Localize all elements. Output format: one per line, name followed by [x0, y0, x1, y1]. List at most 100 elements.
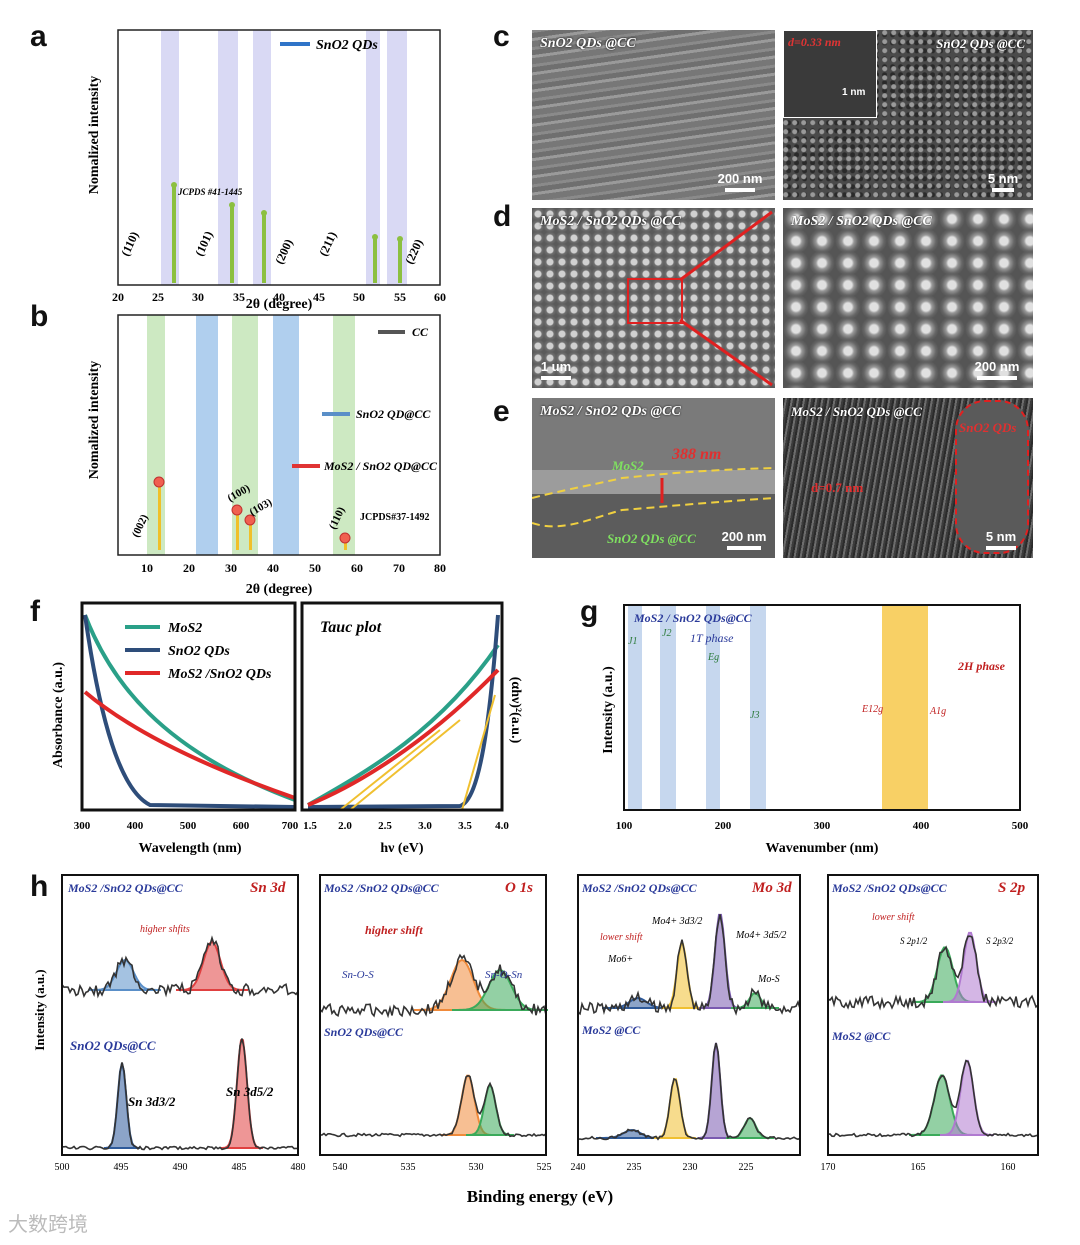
tem-image-e-right: MoS2 / SnO2 QDs @CC SnO2 QDs d=0.7 nm 5 … — [783, 398, 1033, 558]
sno2-tauc — [307, 614, 500, 809]
ref-a: JCPDS #41-1445 — [177, 187, 243, 197]
xtick: 300 — [814, 820, 831, 832]
scale-bar-label: 200 nm — [974, 359, 1020, 374]
xtick: 30 — [225, 561, 237, 575]
scale-bar: 1 um — [538, 359, 574, 380]
tauc-title: Tauc plot — [320, 619, 382, 636]
ref-dot — [153, 476, 165, 488]
image-label: SnO2 QDs @CC — [540, 36, 636, 51]
raman-title: MoS2 / SnO2 QDs@CC — [633, 611, 753, 625]
panel-letter-h: h — [30, 870, 49, 903]
mo-shift: lower shift — [600, 932, 643, 943]
o-top-label: MoS2 /SnO2 QDs@CC — [323, 881, 440, 895]
s-bottom-label: MoS2 @CC — [831, 1029, 891, 1043]
scale-bar: 200 nm — [969, 359, 1025, 380]
xtick: 500 — [55, 1162, 70, 1173]
xtick: 200 — [715, 820, 732, 832]
image-label: MoS2 / SnO2 QDs @CC — [791, 214, 932, 229]
inset-d-spacing: d=0.33 nm — [788, 35, 841, 49]
xrd-chart-a: Nomalized intensity SnO2 QDs JCPDS #41-1… — [60, 25, 460, 315]
ref-stick — [398, 239, 402, 283]
raw-spectrum — [577, 1042, 801, 1141]
mos2-label: MoS2 — [612, 458, 644, 473]
xtick: 35 — [233, 290, 245, 304]
sem-image-e-left: MoS2 / SnO2 QDs @CC 388 nm MoS2 SnO2 QDs… — [532, 398, 775, 558]
xtick: 70 — [393, 561, 405, 575]
frame — [117, 314, 441, 556]
raw-spectrum — [61, 935, 299, 999]
j3-label: J3 — [750, 710, 759, 721]
xtick: 400 — [913, 820, 930, 832]
legend-a: SnO2 QDs — [316, 38, 378, 53]
tauc-fit — [339, 729, 441, 811]
panel-letter-c: c — [493, 20, 510, 53]
panel-letter-g: g — [580, 595, 599, 628]
watermark: 大数跨境 — [8, 1212, 88, 1236]
s-p1: S 2p1/2 — [900, 936, 928, 946]
band — [387, 30, 407, 285]
zoom-line — [679, 210, 773, 282]
xtick: 30 — [192, 290, 204, 304]
panel-letter-b: b — [30, 300, 49, 333]
legend-sno2: SnO2 QD@CC — [356, 407, 431, 421]
thickness-label: 388 nm — [672, 446, 722, 463]
xtick: 2.0 — [338, 820, 352, 832]
xtick: 165 — [911, 1162, 926, 1173]
xtick: 495 — [114, 1162, 129, 1173]
legend-mos2-sno2: MoS2 / SnO2 QD@CC — [323, 459, 438, 473]
j1-label: J1 — [628, 636, 637, 647]
ref-dot — [372, 234, 378, 240]
panel-letter-e: e — [493, 395, 510, 428]
xtick: 10 — [141, 561, 153, 575]
mix-absorbance — [83, 690, 296, 800]
xtick: 160 — [1001, 1162, 1016, 1173]
sno2-layer-label: SnO2 QDs @CC — [607, 531, 696, 546]
xtick: 230 — [683, 1162, 698, 1173]
o-bottom-label: SnO2 QDs@CC — [324, 1025, 404, 1039]
xtick: 225 — [739, 1162, 754, 1173]
xtick: 20 — [183, 561, 195, 575]
uv-vis-chart-f: Absorbance (a.u.) MoS2 SnO2 QDs MoS2 /Sn… — [40, 600, 523, 860]
d-spacing-label: d=0.7 nm — [811, 480, 864, 495]
inset-scale: 1 nm — [842, 87, 866, 98]
scale-bar-label: 5 nm — [985, 529, 1017, 544]
band — [196, 315, 218, 555]
xtick: 600 — [233, 820, 250, 832]
e2g-label: E12g — [861, 704, 883, 715]
mos2-tauc — [307, 643, 500, 807]
xtick: 25 — [152, 290, 164, 304]
scale-bar: 5 nm — [983, 171, 1023, 192]
xtick: 540 — [333, 1162, 348, 1173]
ylabel-a: Nomalized intensity — [87, 76, 102, 195]
s-top-label: MoS2 /SnO2 QDs@CC — [831, 881, 948, 895]
fit-peak — [726, 1116, 774, 1139]
1t-phase-label: 1T phase — [690, 631, 734, 645]
sn-top-label: MoS2 /SnO2 QDs@CC — [67, 881, 184, 895]
xlabel-h: Binding energy (eV) — [467, 1187, 613, 1206]
ylabel-h: Intensity (a.u.) — [32, 969, 47, 1050]
fit-peak — [654, 1078, 696, 1139]
band — [253, 30, 271, 285]
s-p2: S 2p3/2 — [986, 936, 1014, 946]
xlabel-a: 2θ (degree) — [246, 297, 313, 312]
band — [706, 605, 720, 810]
zoom-line — [679, 318, 773, 387]
boundary-line — [532, 467, 775, 499]
ref-stick — [344, 538, 347, 550]
scale-bar-label: 1 um — [540, 359, 572, 374]
scale-bar: 200 nm — [715, 171, 765, 192]
fit-peak — [697, 1042, 735, 1139]
a1g-label: A1g — [929, 706, 946, 717]
xtick: 1.5 — [303, 820, 317, 832]
xtick: 50 — [309, 561, 321, 575]
ref-dot — [244, 514, 256, 526]
mo-p3: Mo-S — [757, 974, 780, 985]
sno2-region — [955, 400, 1029, 554]
frame — [577, 874, 801, 1156]
s-shift: lower shift — [872, 912, 915, 923]
image-label: MoS2 / SnO2 QDs @CC — [791, 404, 922, 419]
band — [750, 605, 766, 810]
xtick: 3.0 — [418, 820, 432, 832]
xrd-chart-b: Nomalized intensity CC SnO2 QD@CC MoS2 /… — [60, 310, 460, 600]
band — [333, 315, 355, 555]
